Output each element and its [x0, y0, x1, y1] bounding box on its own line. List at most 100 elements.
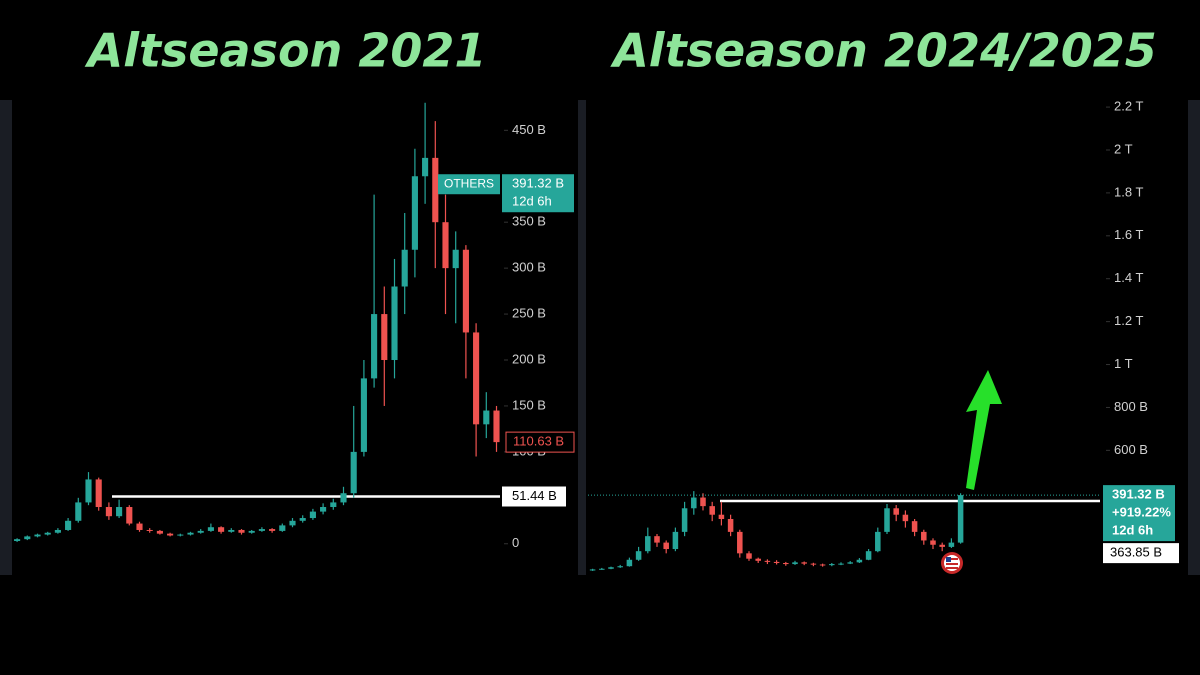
- candle-body: [350, 451, 357, 494]
- flag-icon: [941, 552, 963, 574]
- countdown: 12d 6h: [512, 194, 552, 209]
- candle-body: [24, 536, 31, 540]
- candle-body: [75, 502, 82, 521]
- candle-body: [289, 520, 296, 526]
- chart-title: Altseason 2024/2025: [610, 24, 1157, 78]
- candle-body: [248, 530, 255, 533]
- candle-body: [764, 560, 771, 562]
- y-tick-label: 300 B: [512, 260, 546, 275]
- y-tick-label: 350 B: [512, 214, 546, 229]
- candle-body: [432, 157, 439, 223]
- candle-body: [381, 314, 388, 361]
- price-tag-bg: [502, 174, 574, 213]
- candle-body: [371, 314, 378, 379]
- candle-body: [401, 249, 408, 287]
- candle-body: [422, 157, 429, 177]
- last-price-bg: [505, 431, 575, 453]
- candle-body: [136, 523, 143, 530]
- y-tick-label: 1 T: [1114, 356, 1133, 371]
- price-tag: 391.32 B: [512, 176, 564, 191]
- y-tick-label: 1.8 T: [1114, 184, 1143, 199]
- candle-body: [493, 410, 500, 443]
- candle-body: [829, 564, 835, 566]
- candle-body: [663, 542, 669, 550]
- level-label: 363.85 B: [1110, 545, 1162, 560]
- y-tick-label: 1.4 T: [1114, 270, 1143, 285]
- countdown: 12d 6h: [1112, 523, 1153, 538]
- y-tick-label: 1.2 T: [1114, 313, 1143, 328]
- up-arrow: [966, 370, 1002, 490]
- candle-body: [197, 530, 204, 533]
- candle-body: [902, 514, 909, 522]
- candle-body: [727, 519, 734, 532]
- candle-body: [819, 564, 826, 566]
- level-label: 51.44 B: [512, 488, 557, 503]
- candle-body: [95, 479, 102, 508]
- price-tag-bg: [1103, 485, 1175, 542]
- candle-body: [177, 534, 184, 536]
- change: +919.22%: [1112, 505, 1171, 520]
- candle-body: [635, 551, 642, 560]
- candle-body: [218, 527, 225, 532]
- candle-body: [700, 497, 706, 507]
- candle-body: [672, 531, 679, 550]
- y-tick-label: 200 B: [512, 351, 546, 366]
- candle-body: [54, 529, 61, 533]
- candle-body: [483, 410, 490, 425]
- y-tick-label: 0: [512, 535, 519, 550]
- candle-body: [589, 569, 596, 571]
- candle-body: [269, 529, 276, 531]
- candle-body: [884, 508, 890, 532]
- candle-body: [258, 529, 265, 531]
- candle-body: [207, 527, 214, 531]
- candle-body: [718, 514, 725, 520]
- y-tick-label: 600 B: [1114, 442, 1148, 457]
- y-tick-label: 250 B: [512, 306, 546, 321]
- candle-body: [146, 529, 153, 531]
- candle-body: [473, 332, 480, 425]
- candle-body: [228, 529, 235, 532]
- candle-body: [737, 531, 743, 554]
- candle-body: [801, 562, 807, 564]
- candle-body: [65, 520, 72, 530]
- candle-body: [939, 544, 945, 547]
- candle-body: [691, 497, 697, 509]
- candle-body: [911, 521, 918, 532]
- candle-body: [126, 507, 133, 524]
- candle-body: [330, 502, 337, 508]
- level-label-bg: [502, 486, 566, 507]
- candle-body: [411, 176, 418, 250]
- candle-body: [238, 529, 245, 533]
- candle-body: [838, 563, 844, 565]
- candle-body: [626, 559, 633, 567]
- candle-body: [391, 286, 398, 361]
- candle-body: [309, 511, 316, 519]
- candle-body: [340, 493, 347, 503]
- candle-body: [116, 507, 123, 517]
- last-price: 110.63 B: [513, 434, 564, 449]
- tag-name-bg: [438, 174, 500, 195]
- candle-body: [792, 562, 798, 565]
- candle-body: [645, 536, 651, 552]
- candle-body: [847, 562, 853, 564]
- candle-body: [85, 479, 92, 503]
- y-tick-label: 2.2 T: [1114, 99, 1143, 114]
- candle-body: [452, 249, 459, 269]
- candle-body: [34, 534, 41, 537]
- candle-body: [957, 495, 964, 543]
- candle-body: [14, 539, 21, 542]
- candle-body: [810, 563, 817, 565]
- level-label-bg: [1103, 543, 1179, 564]
- candle-body: [167, 533, 174, 536]
- candle-body: [617, 566, 623, 568]
- candle-body: [442, 222, 449, 269]
- y-tick-label: 150 B: [512, 397, 546, 412]
- y-tick-label: 450 B: [512, 122, 546, 137]
- candle-body: [599, 568, 605, 570]
- candle-body: [773, 561, 780, 563]
- price-tag: 391.32 B: [1112, 487, 1165, 502]
- candle-body: [105, 507, 112, 517]
- candle-body: [709, 506, 715, 515]
- candle-body: [608, 567, 614, 569]
